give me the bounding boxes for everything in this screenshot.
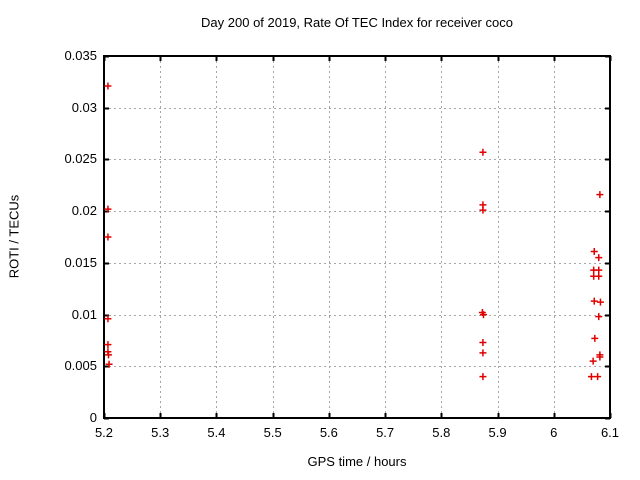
x-tick-label: 6.1 — [600, 425, 620, 440]
y-tick-label: 0.025 — [64, 151, 97, 167]
y-tick-label: 0.03 — [71, 99, 97, 115]
data-point — [479, 148, 487, 156]
x-tick-label: 5.2 — [94, 425, 114, 440]
data-point — [104, 205, 112, 213]
data-point — [479, 338, 487, 346]
data-point — [596, 298, 604, 306]
data-point — [104, 315, 112, 323]
chart-title: Day 200 of 2019, Rate Of TEC Index for r… — [201, 15, 513, 30]
data-point — [104, 233, 112, 241]
x-tick-label: 5.8 — [432, 425, 451, 440]
data-point — [596, 353, 604, 361]
data-point — [479, 373, 487, 381]
y-tick-label: 0.01 — [71, 306, 97, 322]
data-point — [479, 349, 487, 357]
x-tick-label: 5.9 — [488, 425, 507, 440]
x-tick-label: 5.5 — [263, 425, 282, 440]
data-point — [479, 206, 487, 214]
x-tick-label: 5.4 — [207, 425, 226, 440]
data-point — [587, 373, 595, 381]
x-tick-label: 5.6 — [319, 425, 338, 440]
data-point — [595, 313, 603, 321]
y-tick-label: 0.035 — [64, 48, 97, 63]
data-point — [595, 266, 603, 274]
x-tick-label: 5.3 — [151, 425, 170, 440]
plot-border — [103, 55, 611, 419]
data-point — [104, 351, 112, 359]
y-tick-label: 0.02 — [71, 203, 97, 219]
data-point — [105, 360, 113, 368]
y-tick-label: 0 — [89, 410, 97, 425]
data-point — [104, 341, 112, 349]
data-point — [595, 272, 603, 280]
y-axis-label: ROTI / TECUs — [6, 194, 22, 279]
data-point — [591, 334, 599, 342]
x-axis-label: GPS time / hours — [307, 454, 407, 469]
x-tick-label: 6 — [550, 425, 558, 440]
data-point — [590, 297, 598, 305]
y-tick-label: 0.015 — [64, 254, 97, 270]
data-point — [594, 373, 602, 381]
data-point — [589, 357, 597, 365]
data-point — [480, 311, 487, 319]
data-point — [595, 254, 603, 262]
data-point — [596, 191, 604, 199]
data-point — [590, 247, 598, 255]
y-tick-label: 0.005 — [64, 358, 97, 374]
x-tick-label: 5.7 — [376, 425, 395, 440]
data-point — [104, 82, 112, 90]
